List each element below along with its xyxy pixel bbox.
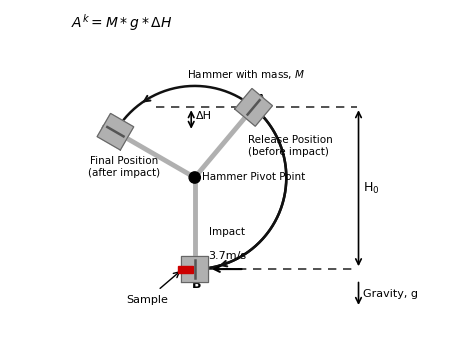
Text: Hammer Pivot Point: Hammer Pivot Point [202, 173, 306, 182]
Text: A: A [256, 93, 266, 105]
Text: Impact: Impact [209, 227, 245, 237]
Text: ΔH: ΔH [195, 111, 211, 121]
Text: Sample: Sample [127, 295, 168, 306]
Bar [178, 266, 193, 273]
Polygon shape [235, 88, 273, 126]
Text: Release Position
(before impact): Release Position (before impact) [247, 135, 332, 157]
Text: Hammer with mass, $M$: Hammer with mass, $M$ [188, 68, 306, 81]
Text: C: C [100, 124, 109, 136]
Text: 3.7m/s: 3.7m/s [208, 251, 246, 261]
Polygon shape [97, 114, 134, 150]
Polygon shape [182, 256, 208, 283]
Text: B: B [192, 278, 201, 291]
Text: Gravity, g: Gravity, g [363, 289, 418, 299]
Circle shape [189, 172, 201, 183]
Text: $A^k = M * g * \Delta H$: $A^k = M * g * \Delta H$ [72, 12, 173, 33]
Text: Final Position
(after impact): Final Position (after impact) [88, 156, 160, 178]
Text: H$_0$: H$_0$ [363, 181, 379, 196]
